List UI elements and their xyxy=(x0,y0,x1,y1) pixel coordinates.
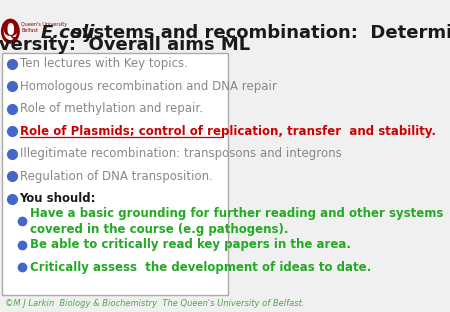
Text: Ten lectures with Key topics.: Ten lectures with Key topics. xyxy=(19,57,188,71)
Text: diversity:  Overall aims ML: diversity: Overall aims ML xyxy=(0,36,250,54)
Text: Q: Q xyxy=(3,22,18,40)
Text: systems and recombination:  Determinants of: systems and recombination: Determinants … xyxy=(65,24,450,42)
Circle shape xyxy=(2,19,19,43)
Circle shape xyxy=(4,23,16,39)
Text: Role of methylation and repair.: Role of methylation and repair. xyxy=(19,102,202,115)
Text: Homologous recombination and DNA repair: Homologous recombination and DNA repair xyxy=(19,80,276,93)
Text: Queen's University
Belfast: Queen's University Belfast xyxy=(22,22,68,32)
Text: Critically assess  the development of ideas to date.: Critically assess the development of ide… xyxy=(30,261,371,274)
Text: Role of Plasmids; control of replication, transfer  and stability.: Role of Plasmids; control of replication… xyxy=(19,125,436,138)
Text: Regulation of DNA transposition.: Regulation of DNA transposition. xyxy=(19,170,212,183)
FancyBboxPatch shape xyxy=(2,53,228,295)
Text: Be able to critically read key papers in the area.: Be able to critically read key papers in… xyxy=(30,238,351,251)
Text: ©M J Larkin  Biology & Biochemistry  The Queen's University of Belfast.: ©M J Larkin Biology & Biochemistry The Q… xyxy=(4,299,304,308)
Text: You should:: You should: xyxy=(19,192,96,205)
Text: Have a basic grounding for further reading and other systems
covered in the cour: Have a basic grounding for further readi… xyxy=(30,207,443,236)
Text: E.coli: E.coli xyxy=(40,24,94,42)
Text: Illegitimate recombination: transposons and integrons: Illegitimate recombination: transposons … xyxy=(19,147,341,160)
